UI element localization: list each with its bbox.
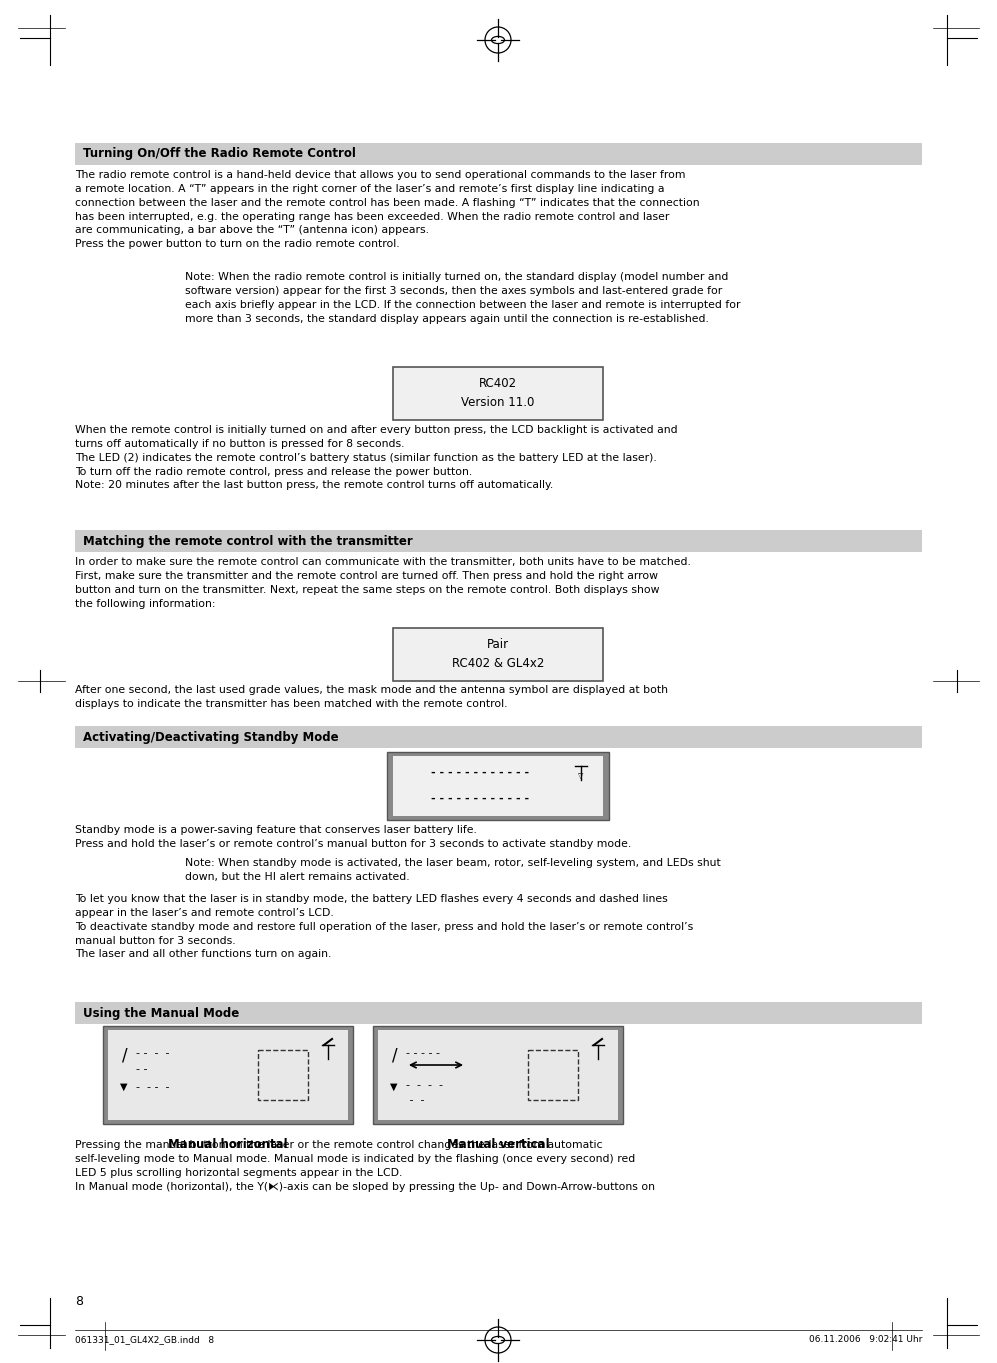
Bar bbox=[108, 1030, 348, 1120]
Text: Pressing the manual button on the laser or the remote control changes the laser : Pressing the manual button on the laser … bbox=[75, 1139, 655, 1191]
Text: Standby mode is a power-saving feature that conserves laser battery life.
Press : Standby mode is a power-saving feature t… bbox=[75, 825, 631, 849]
Text: 8: 8 bbox=[75, 1295, 83, 1308]
Text: ▼: ▼ bbox=[120, 1082, 128, 1092]
Text: In order to make sure the remote control can communicate with the transmitter, b: In order to make sure the remote control… bbox=[75, 557, 691, 608]
Text: /: / bbox=[122, 1045, 128, 1065]
Text: Manual vertical: Manual vertical bbox=[447, 1138, 549, 1150]
Bar bbox=[373, 1026, 623, 1124]
Text: Note: When standby mode is activated, the laser beam, rotor, self-leveling syste: Note: When standby mode is activated, th… bbox=[185, 857, 721, 882]
Text: ▽: ▽ bbox=[578, 773, 583, 780]
Text: To let you know that the laser is in standby mode, the battery LED flashes every: To let you know that the laser is in sta… bbox=[75, 894, 693, 960]
Bar bbox=[387, 752, 609, 821]
Bar bbox=[258, 1050, 308, 1100]
Text: -  -  -  -: - - - - bbox=[406, 1079, 443, 1090]
Bar bbox=[103, 1026, 353, 1124]
Text: Note: When the radio remote control is initially turned on, the standard display: Note: When the radio remote control is i… bbox=[185, 273, 741, 323]
Text: After one second, the last used grade values, the mask mode and the antenna symb: After one second, the last used grade va… bbox=[75, 686, 668, 709]
Bar bbox=[75, 143, 922, 165]
Text: - - - - -: - - - - - bbox=[406, 1048, 440, 1058]
Text: ▼: ▼ bbox=[390, 1082, 398, 1092]
Text: -  - -  -: - - - - bbox=[136, 1082, 169, 1092]
Text: - -  -  -: - - - - bbox=[136, 1048, 169, 1058]
Text: Matching the remote control with the transmitter: Matching the remote control with the tra… bbox=[83, 534, 413, 548]
Bar bbox=[393, 756, 603, 816]
Text: 061331_01_GL4X2_GB.indd   8: 061331_01_GL4X2_GB.indd 8 bbox=[75, 1336, 214, 1344]
Text: When the remote control is initially turned on and after every button press, the: When the remote control is initially tur… bbox=[75, 425, 678, 491]
Text: Turning On/Off the Radio Remote Control: Turning On/Off the Radio Remote Control bbox=[83, 147, 356, 161]
Text: - -: - - bbox=[136, 1065, 148, 1074]
Bar bbox=[75, 530, 922, 552]
Bar bbox=[75, 726, 922, 748]
Text: - - - - - - - - - - - -: - - - - - - - - - - - - bbox=[431, 795, 529, 804]
Text: Activating/Deactivating Standby Mode: Activating/Deactivating Standby Mode bbox=[83, 731, 339, 743]
Bar bbox=[393, 367, 603, 420]
Bar bbox=[528, 1050, 578, 1100]
Text: Version 11.0: Version 11.0 bbox=[462, 397, 534, 409]
Text: Pair: Pair bbox=[487, 638, 509, 652]
Text: - - - - - - - - - - - -: - - - - - - - - - - - - bbox=[431, 767, 529, 778]
Bar bbox=[378, 1030, 618, 1120]
Text: /: / bbox=[392, 1045, 398, 1065]
Bar bbox=[75, 1002, 922, 1024]
Text: RC402 & GL4x2: RC402 & GL4x2 bbox=[452, 657, 544, 671]
Text: The radio remote control is a hand-held device that allows you to send operation: The radio remote control is a hand-held … bbox=[75, 170, 700, 249]
Text: -  -: - - bbox=[406, 1094, 425, 1105]
Text: RC402: RC402 bbox=[479, 378, 517, 390]
Text: 06.11.2006   9:02:41 Uhr: 06.11.2006 9:02:41 Uhr bbox=[809, 1336, 922, 1344]
Text: Manual horizontal: Manual horizontal bbox=[168, 1138, 288, 1150]
Bar bbox=[393, 627, 603, 680]
Text: Using the Manual Mode: Using the Manual Mode bbox=[83, 1006, 239, 1020]
